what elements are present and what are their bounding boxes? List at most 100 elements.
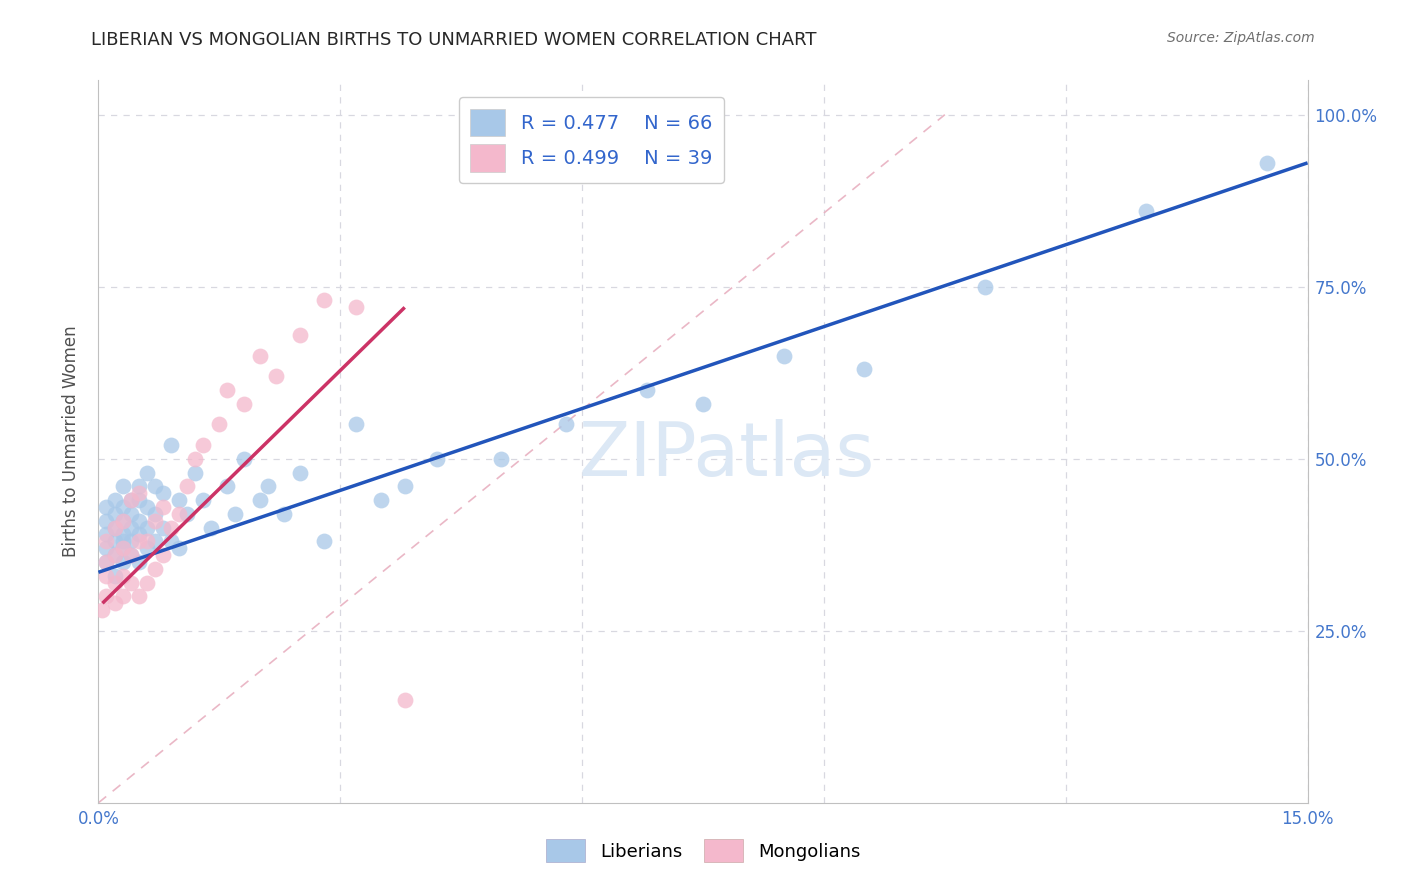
- Point: [120, 534, 142, 549]
- Point: [143, 534, 166, 549]
- Point: [143, 507, 166, 521]
- Point: [256, 479, 278, 493]
- Point: [135, 534, 157, 549]
- Point: [184, 466, 207, 480]
- Point: [128, 486, 150, 500]
- Point: [96, 555, 118, 569]
- Point: [200, 520, 222, 534]
- Legend: R = 0.477    N = 66, R = 0.499    N = 39: R = 0.477 N = 66, R = 0.499 N = 39: [458, 97, 724, 184]
- Point: [135, 520, 157, 534]
- Point: [555, 417, 578, 432]
- Point: [120, 548, 142, 562]
- Point: [111, 500, 134, 514]
- Point: [111, 541, 134, 556]
- Point: [120, 493, 142, 508]
- Text: ZIPatlas: ZIPatlas: [579, 419, 876, 492]
- Legend: Liberians, Mongolians: Liberians, Mongolians: [538, 832, 868, 870]
- Point: [974, 279, 997, 293]
- Point: [249, 349, 271, 363]
- Point: [264, 369, 287, 384]
- Point: [103, 568, 125, 582]
- Point: [103, 520, 125, 534]
- Text: Source: ZipAtlas.com: Source: ZipAtlas.com: [1167, 31, 1315, 45]
- Point: [636, 383, 658, 397]
- Point: [193, 493, 215, 508]
- Point: [128, 493, 150, 508]
- Point: [128, 479, 150, 493]
- Point: [128, 555, 150, 569]
- Point: [103, 507, 125, 521]
- Point: [91, 603, 114, 617]
- Point: [128, 590, 150, 604]
- Point: [167, 541, 190, 556]
- Point: [394, 479, 416, 493]
- Point: [96, 555, 118, 569]
- Point: [152, 500, 174, 514]
- Point: [120, 520, 142, 534]
- Point: [111, 568, 134, 582]
- Point: [111, 479, 134, 493]
- Point: [111, 527, 134, 541]
- Point: [193, 438, 215, 452]
- Point: [103, 548, 125, 562]
- Y-axis label: Births to Unmarried Women: Births to Unmarried Women: [62, 326, 80, 558]
- Point: [160, 520, 183, 534]
- Point: [96, 500, 118, 514]
- Point: [111, 590, 134, 604]
- Point: [176, 507, 198, 521]
- Point: [853, 362, 876, 376]
- Point: [344, 301, 367, 315]
- Point: [160, 534, 183, 549]
- Point: [152, 520, 174, 534]
- Point: [370, 493, 392, 508]
- Point: [344, 417, 367, 432]
- Point: [1256, 156, 1278, 170]
- Point: [143, 562, 166, 576]
- Point: [184, 451, 207, 466]
- Point: [273, 507, 295, 521]
- Point: [249, 493, 271, 508]
- Point: [394, 692, 416, 706]
- Point: [232, 397, 254, 411]
- Point: [426, 451, 449, 466]
- Point: [217, 479, 239, 493]
- Point: [96, 527, 118, 541]
- Point: [111, 514, 134, 528]
- Point: [120, 507, 142, 521]
- Point: [160, 438, 183, 452]
- Point: [135, 466, 157, 480]
- Point: [120, 493, 142, 508]
- Point: [96, 568, 118, 582]
- Point: [103, 520, 125, 534]
- Point: [128, 527, 150, 541]
- Point: [103, 534, 125, 549]
- Point: [152, 548, 174, 562]
- Point: [167, 507, 190, 521]
- Point: [128, 534, 150, 549]
- Point: [1135, 204, 1157, 219]
- Point: [103, 596, 125, 610]
- Point: [120, 548, 142, 562]
- Point: [217, 383, 239, 397]
- Text: LIBERIAN VS MONGOLIAN BIRTHS TO UNMARRIED WOMEN CORRELATION CHART: LIBERIAN VS MONGOLIAN BIRTHS TO UNMARRIE…: [91, 31, 817, 49]
- Point: [224, 507, 246, 521]
- Point: [135, 541, 157, 556]
- Point: [167, 493, 190, 508]
- Point: [314, 293, 336, 308]
- Point: [491, 451, 513, 466]
- Point: [103, 548, 125, 562]
- Point: [111, 555, 134, 569]
- Point: [96, 534, 118, 549]
- Point: [176, 479, 198, 493]
- Point: [288, 327, 311, 342]
- Point: [232, 451, 254, 466]
- Point: [692, 397, 714, 411]
- Point: [314, 534, 336, 549]
- Point: [135, 575, 157, 590]
- Point: [111, 541, 134, 556]
- Point: [143, 479, 166, 493]
- Point: [772, 349, 794, 363]
- Point: [288, 466, 311, 480]
- Point: [128, 514, 150, 528]
- Point: [152, 486, 174, 500]
